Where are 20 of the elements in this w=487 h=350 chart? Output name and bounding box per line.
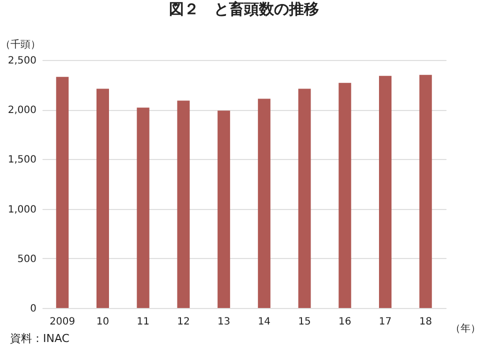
x-tick-label: 15 xyxy=(298,316,311,328)
x-tick-label: 17 xyxy=(378,316,392,328)
x-tick-label: 13 xyxy=(217,316,230,328)
x-tick-label: 14 xyxy=(258,316,271,328)
x-tick-label: 2009 xyxy=(50,316,76,328)
y-tick-label: 0 xyxy=(30,304,36,314)
y-tick-label: 2,500 xyxy=(8,56,36,66)
x-tick-label: 11 xyxy=(136,316,150,328)
x-tick-label: 16 xyxy=(338,316,352,328)
y-tick-label: 1,000 xyxy=(8,204,36,216)
y-axis-title: （千頭） xyxy=(0,38,40,50)
x-axis-title: （年） xyxy=(450,322,480,334)
text: 資料：INAC xyxy=(10,331,70,346)
y-tick-label: 1,500 xyxy=(8,154,36,166)
y-tick-label: 2,000 xyxy=(8,105,36,116)
x-tick-label: 18 xyxy=(419,316,432,328)
x-tick-label: 10 xyxy=(96,316,110,328)
chart-title: 図２ と畜頭数の推移 xyxy=(169,0,319,18)
y-tick-label: 500 xyxy=(17,254,36,265)
x-tick-label: 12 xyxy=(177,316,190,328)
